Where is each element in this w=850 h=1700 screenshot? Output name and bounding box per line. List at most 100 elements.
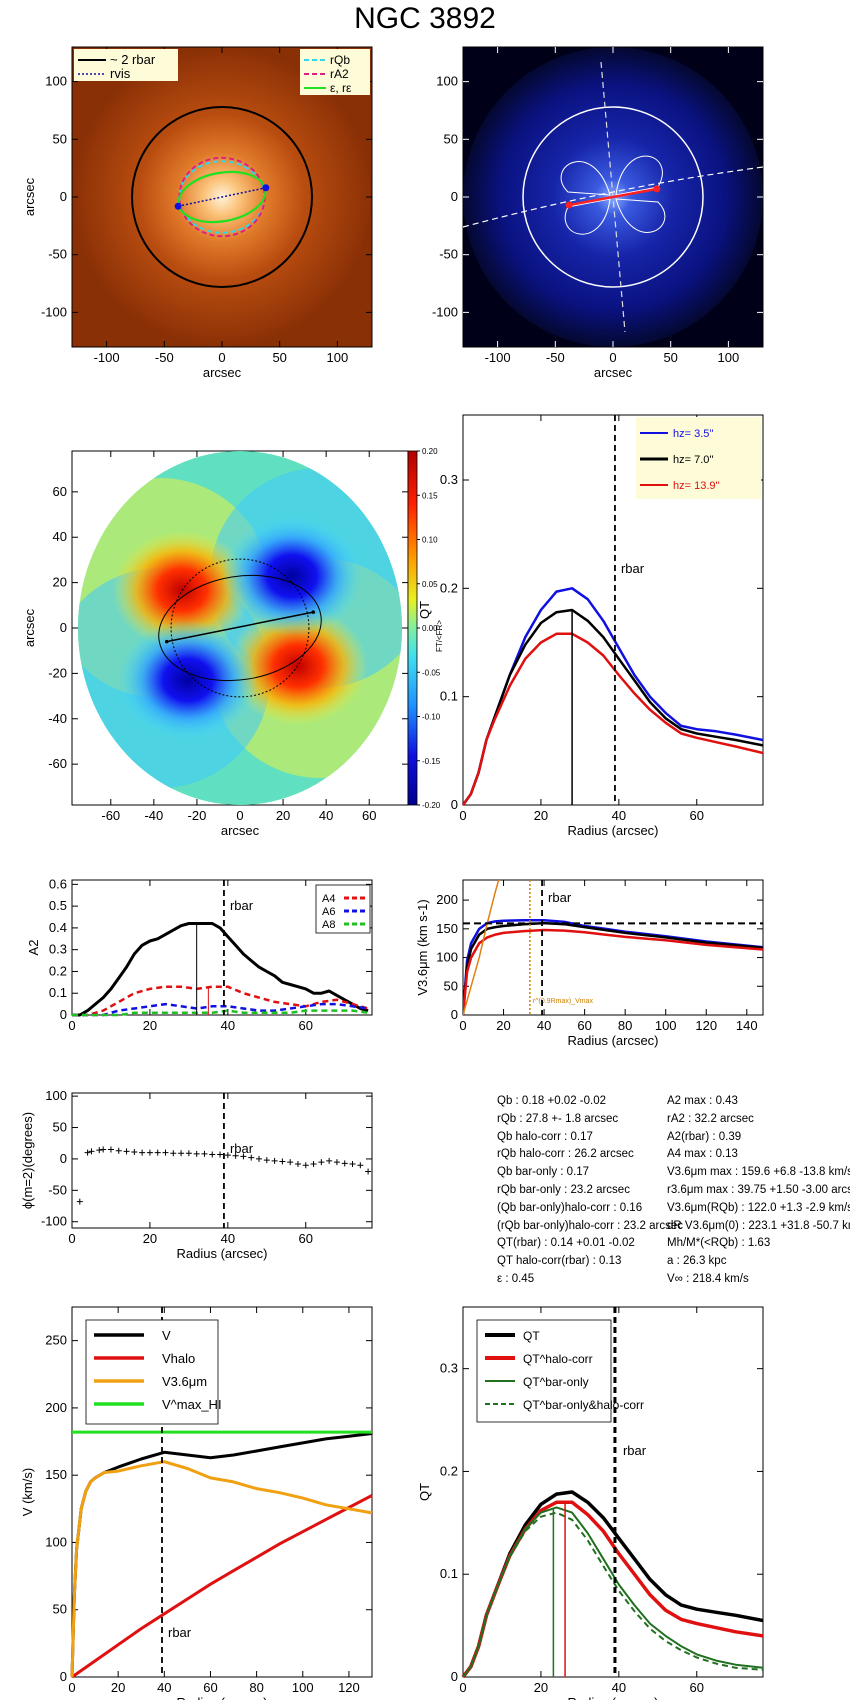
panel2-contour: [615, 155, 663, 196]
param-line: (Qb bar-only)halo-corr : 0.16: [497, 1201, 643, 1214]
panel7-xlabel: Radius (arcsec): [176, 1246, 267, 1261]
panel9-ytick-label: 0: [451, 1669, 458, 1684]
param-line: (rQb bar-only)halo-corr : 23.2 arcsec: [497, 1219, 683, 1232]
panel2-contour: [615, 198, 666, 233]
panel9-series-line: [461, 1490, 764, 1679]
panel7-point: [115, 1147, 122, 1154]
panel4-series-line: [461, 632, 764, 806]
panel6-xtick-label: 80: [618, 1018, 632, 1033]
panel7-point: [271, 1157, 278, 1164]
panel5-series-line: [72, 1002, 369, 1017]
panel2-bar-end: [653, 185, 661, 193]
panel3-circle-dotted: [170, 558, 310, 698]
param-line: QT halo-corr(rbar) : 0.13: [497, 1255, 622, 1268]
panel6-ylabel: V3.6μm (km s-1): [415, 899, 430, 995]
panel1-xtick-label: -50: [155, 350, 174, 365]
panel5-ytick-label: 0.1: [49, 985, 67, 1000]
panel7-point: [240, 1153, 247, 1160]
panel9-legend-label: QT^bar-only&halo-corr: [523, 1398, 644, 1412]
panel7-point: [170, 1150, 177, 1157]
panel7-point: [107, 1146, 114, 1153]
panel8-ytick-label: 0: [60, 1669, 67, 1684]
panel8-ytick-label: 150: [45, 1467, 67, 1482]
panel2-ytick-label: 100: [436, 74, 458, 89]
panel7-point: [318, 1159, 325, 1166]
panel4-rbar-label: rbar: [621, 561, 645, 576]
panel5-xtick-label: 0: [68, 1018, 75, 1033]
panel4-legend-label: hz= 7.0'': [673, 454, 714, 466]
panel6-ytick-label: 150: [436, 921, 458, 936]
panel4-ylabel: QT: [417, 601, 432, 619]
panel8-xtick-label: 80: [249, 1680, 263, 1695]
panel1-ylabel: arcsec: [22, 177, 37, 216]
param-line: rQb halo-corr : 26.2 arcsec: [497, 1148, 634, 1161]
panel3-colorbar-tick-label: 0.00: [422, 624, 438, 633]
panel8-ytick-label: 100: [45, 1534, 67, 1549]
panel8-legend-label: V^max_HI: [162, 1397, 222, 1412]
panel7-ytick-label: -50: [48, 1182, 67, 1197]
panel4-xtick-label: 40: [612, 808, 626, 823]
panel7-point: [193, 1150, 200, 1157]
panel6-ytick-label: 200: [436, 892, 458, 907]
panel8-ytick-label: 250: [45, 1333, 67, 1348]
panel4-xlabel: Radius (arcsec): [567, 823, 658, 838]
panel3-xtick-label: -20: [188, 808, 207, 823]
panel3-lobe-blue: [222, 516, 362, 636]
panel8-rbar-label: rbar: [168, 1625, 192, 1640]
panel3-ytick-label: 60: [53, 484, 67, 499]
param-line: A4 max : 0.13: [667, 1148, 738, 1161]
panel8-legend-label: Vhalo: [162, 1351, 195, 1366]
panel2-ytick-label: 0: [451, 189, 458, 204]
params-left: Qb : 0.18 +0.02 -0.02 rQb : 27.8 +- 1.8 a…: [497, 1093, 683, 1289]
panel1-ytick-label: 100: [45, 74, 67, 89]
panel7-point: [185, 1150, 192, 1157]
panel7-point: [178, 1150, 185, 1157]
panel5-ytick-label: 0: [60, 1007, 67, 1022]
param-line: Qb halo-corr : 0.17: [497, 1130, 593, 1143]
panel1-legend-label: rQb: [330, 53, 350, 67]
panel8-frame: [71, 1306, 373, 1678]
panel7-point: [123, 1148, 130, 1155]
panel6-xlabel: Radius (arcsec): [567, 1033, 658, 1048]
panel7-xtick-label: 60: [299, 1231, 313, 1246]
panel3-colorbar-tick-label: 0.15: [422, 491, 438, 500]
panel7-point: [287, 1159, 294, 1166]
param-line: V3.6μm(RQb) : 122.0 +1.3 -2.9 km/s: [667, 1201, 850, 1214]
panel3-ytick-label: 40: [53, 529, 67, 544]
panel1-bar-end: [174, 202, 182, 210]
panel8-xtick-label: 20: [111, 1680, 125, 1695]
panel7-point: [279, 1158, 286, 1165]
panel3-colorbar-tick-label: -0.10: [422, 713, 441, 722]
panel6-xtick-label: 120: [695, 1018, 717, 1033]
panel3-colorbar-tick-label: -0.20: [422, 801, 441, 810]
panel6-ytick-label: 50: [444, 978, 458, 993]
panel2-circle: [522, 106, 704, 288]
panel8-series-line: [71, 1494, 373, 1679]
panel7-point: [232, 1152, 239, 1159]
panel6-xtick-label: 140: [736, 1018, 758, 1033]
panel1-legend-label: ε, rε: [330, 81, 352, 95]
panel4-series-line: [461, 587, 764, 806]
panel7-point: [162, 1149, 169, 1156]
param-line: r3.6μm max : 39.75 +1.50 -3.00 arcsec: [667, 1183, 850, 1196]
panel3-ytick-label: -40: [48, 711, 67, 726]
param-line: ε : 0.45: [497, 1272, 535, 1285]
panel5-series-line: [72, 922, 369, 1017]
panel3-lobe-red: [228, 606, 368, 726]
panel7-point: [139, 1149, 146, 1156]
panel3-colorbar-tick-label: -0.15: [422, 757, 441, 766]
panel7-point: [349, 1160, 356, 1167]
panel3-xtick-label: -60: [101, 808, 120, 823]
panel9-frame: [462, 1306, 764, 1678]
panel1-legend-label: rvis: [110, 66, 131, 81]
panel5-ylabel: A2: [26, 940, 41, 956]
panel7-point: [224, 1152, 231, 1159]
panel7-point: [201, 1150, 208, 1157]
panel3-ytick-label: -60: [48, 756, 67, 771]
panel7-point: [365, 1168, 372, 1175]
panel9-xtick-label: 20: [534, 1680, 548, 1695]
panel5-frame: [71, 879, 373, 1016]
panel4-legend-label: hz= 13.9'': [673, 480, 720, 492]
param-line: QT(rbar) : 0.14 +0.01 -0.02: [497, 1237, 635, 1250]
panel2-ytick-label: -50: [439, 247, 458, 262]
